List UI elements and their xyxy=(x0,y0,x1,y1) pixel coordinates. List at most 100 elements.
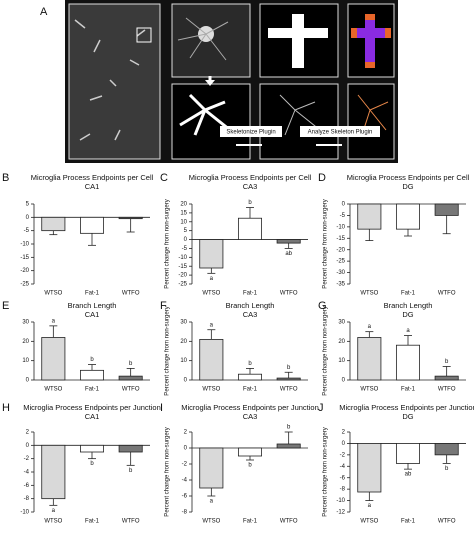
panel-letter: F xyxy=(160,300,167,312)
y-tick-label: -15 xyxy=(178,264,187,270)
panel-letter: J xyxy=(318,402,324,414)
bar xyxy=(41,216,66,232)
chart-title: Branch Length xyxy=(384,301,433,310)
y-tick-label: -2 xyxy=(340,452,346,458)
chart: I Microglia Process Endpoints per Junctio… xyxy=(160,402,319,525)
significance-letter: a xyxy=(210,499,214,505)
significance-letter: a xyxy=(368,324,372,330)
bar xyxy=(80,444,105,453)
y-tick-label: -5 xyxy=(340,213,346,219)
analyzed-image xyxy=(347,83,395,160)
y-tick-label: 20 xyxy=(338,339,345,345)
x-tick-label: WTSO xyxy=(360,387,378,393)
chart: C Microglia Process Endpoints per CellCA3… xyxy=(160,172,312,297)
bar xyxy=(80,216,105,234)
y-tick-label: -10 xyxy=(178,255,187,261)
significance-letter: b xyxy=(129,468,133,474)
chart-subtitle: CA1 xyxy=(85,182,100,191)
y-tick-label: -20 xyxy=(20,268,29,274)
y-tick-label: 10 xyxy=(180,219,187,225)
x-tick-label: WTFO xyxy=(438,291,456,297)
endpoint xyxy=(351,28,357,38)
x-tick-label: Fat-1 xyxy=(243,519,258,525)
x-tick-label: WTSO xyxy=(202,387,220,393)
y-tick-label: -12 xyxy=(336,510,345,516)
y-tick-label: -8 xyxy=(340,487,346,493)
y-tick-label: 2 xyxy=(26,430,30,436)
step-box xyxy=(220,126,282,137)
bar xyxy=(199,239,224,269)
significance-letter: a xyxy=(210,276,214,282)
panel-letter: B xyxy=(2,172,9,184)
significance-letter: ab xyxy=(405,472,412,478)
y-tick-label: 20 xyxy=(22,339,29,345)
significance-letter: a xyxy=(52,318,56,324)
x-tick-label: Fat-1 xyxy=(243,387,258,393)
y-tick-label: -4 xyxy=(24,470,30,476)
bar xyxy=(118,444,143,453)
y-tick-label: -8 xyxy=(182,510,188,516)
bar xyxy=(237,447,262,457)
step-label: Skeletonize Plugin xyxy=(226,130,275,136)
arrow-head xyxy=(205,80,215,86)
panel-a: Skeletonize Plugin Analyze Skeleton Plug… xyxy=(40,0,398,163)
skeleton-lines xyxy=(279,94,321,136)
y-tick-label: 0 xyxy=(342,441,346,447)
y-tick-label: 10 xyxy=(338,358,345,364)
y-tick-label: -25 xyxy=(336,259,345,265)
chart-subtitle: DG xyxy=(402,412,413,421)
chart-title: Branch Length xyxy=(226,301,275,310)
x-tick-label: WTFO xyxy=(122,387,140,393)
bar xyxy=(357,443,382,493)
bar xyxy=(434,203,459,216)
y-tick-label: -2 xyxy=(182,462,188,468)
binary-cell xyxy=(179,93,231,136)
y-tick-label: -6 xyxy=(182,494,188,500)
chart-title: Microglia Process Endpoints per Junction xyxy=(23,403,161,412)
y-tick-label: -4 xyxy=(182,478,188,484)
y-tick-label: 20 xyxy=(180,202,187,208)
y-tick-label: 0 xyxy=(26,443,30,449)
analyzed-lines xyxy=(357,94,389,136)
bar xyxy=(41,337,66,381)
bar xyxy=(357,337,382,381)
y-tick-label: 0 xyxy=(342,202,346,208)
x-tick-label: WTFO xyxy=(438,519,456,525)
cell-texture xyxy=(74,19,146,141)
endpoint xyxy=(365,14,375,20)
x-tick-label: WTSO xyxy=(44,519,62,525)
y-tick-label: -15 xyxy=(336,236,345,242)
y-axis-label: Percent change from non-surgery xyxy=(165,306,171,395)
x-tick-label: Fat-1 xyxy=(401,519,416,525)
y-axis-label: Percent change from non-surgery xyxy=(165,199,171,288)
y-axis-label: Percent change from non-surgery xyxy=(323,427,329,516)
y-tick-label: 30 xyxy=(338,320,345,326)
analyzed-cross xyxy=(351,14,391,68)
x-tick-label: Fat-1 xyxy=(85,519,100,525)
y-tick-label: 0 xyxy=(342,378,346,384)
chart: H Microglia Process Endpoints per Junctio… xyxy=(2,402,161,525)
x-tick-label: Fat-1 xyxy=(401,291,416,297)
y-tick-label: 20 xyxy=(180,339,187,345)
panel-label: A xyxy=(40,6,48,18)
x-tick-label: WTFO xyxy=(280,519,298,525)
y-tick-label: -25 xyxy=(178,282,187,288)
significance-letter: b xyxy=(129,361,133,367)
y-tick-label: 5 xyxy=(184,228,188,234)
y-tick-label: -5 xyxy=(24,228,30,234)
y-tick-label: 5 xyxy=(26,202,30,208)
chart-title: Microglia Process Endpoints per Cell xyxy=(31,173,154,182)
y-tick-label: 15 xyxy=(180,210,187,216)
y-axis-label: Percent change from non-surgery xyxy=(323,199,329,288)
x-tick-label: WTSO xyxy=(44,387,62,393)
significance-letter: a xyxy=(210,322,214,328)
endpoint xyxy=(385,28,391,38)
zoom-box xyxy=(136,27,152,43)
x-tick-label: WTFO xyxy=(438,387,456,393)
skeleton-cross xyxy=(268,14,328,68)
y-tick-label: -25 xyxy=(20,282,29,288)
x-tick-label: WTFO xyxy=(122,291,140,297)
